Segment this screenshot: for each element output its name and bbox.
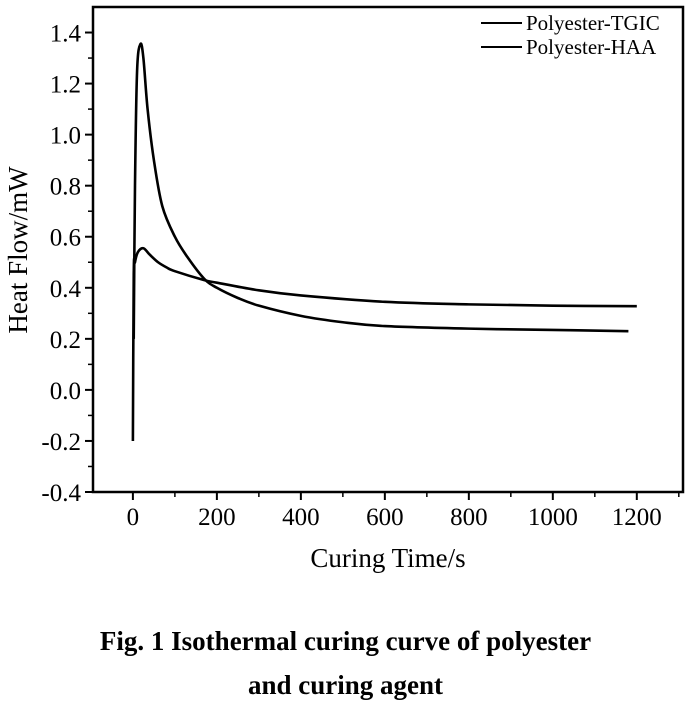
legend-label: Polyester-TGIC bbox=[526, 11, 660, 35]
legend-label: Polyester-HAA bbox=[526, 35, 657, 59]
y-tick-label: 0.2 bbox=[50, 327, 81, 354]
y-tick-label: 0.6 bbox=[50, 225, 81, 252]
x-tick-label: 200 bbox=[198, 504, 236, 531]
x-tick-label: 1200 bbox=[612, 504, 662, 531]
x-axis-label: Curing Time/s bbox=[310, 543, 465, 573]
y-axis-label: Heat Flow/mW bbox=[3, 166, 33, 334]
chart: 0 200 400 600 800 1000 1200 -0.4 -0.2 0.0 0.2 0.4 0.… bbox=[3, 5, 685, 573]
series-line-polyester-haa bbox=[131, 246, 637, 441]
y-tick-label: 0.8 bbox=[50, 174, 81, 201]
y-tick-label: 1.4 bbox=[50, 21, 82, 48]
figure-caption-line2: and curing agent bbox=[247, 670, 444, 700]
y-tick-label: 0.4 bbox=[50, 276, 82, 303]
y-tick-label: 1.2 bbox=[50, 72, 81, 99]
figure-caption-line1: Fig. 1 Isothermal curing curve of polyes… bbox=[99, 626, 592, 656]
x-tick-label: 800 bbox=[450, 504, 488, 531]
y-tick-label: 0.0 bbox=[50, 378, 81, 405]
x-tick-label: 0 bbox=[127, 504, 140, 531]
x-tick-label: 600 bbox=[366, 504, 404, 531]
x-tick-label: 1000 bbox=[528, 504, 578, 531]
y-tick-label: -0.4 bbox=[41, 480, 81, 507]
y-tick-label: 1.0 bbox=[50, 123, 81, 150]
series-line-polyester-tgic bbox=[132, 42, 629, 339]
x-tick-label: 400 bbox=[282, 504, 320, 531]
y-tick-label: -0.2 bbox=[41, 429, 81, 456]
plot-frame bbox=[91, 5, 685, 494]
